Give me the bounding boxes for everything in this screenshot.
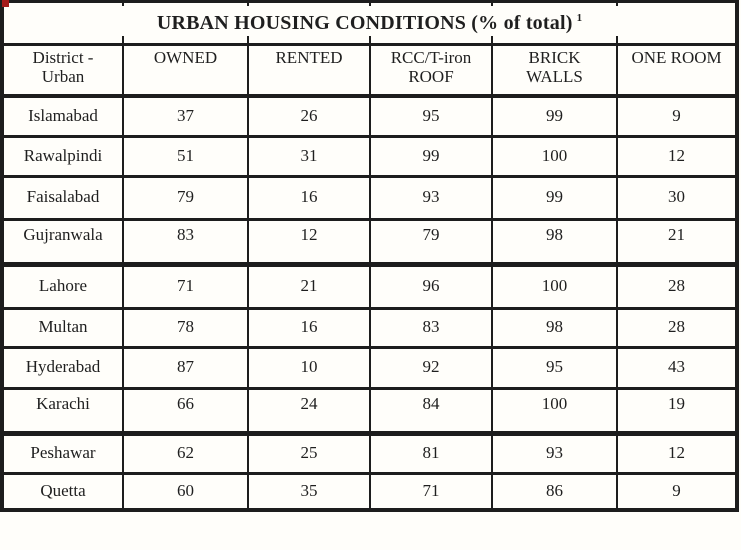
value-cell: 95	[369, 94, 493, 138]
value-cell: 37	[122, 94, 249, 138]
value-cell: 83	[369, 306, 493, 349]
value-cell: 10	[247, 345, 371, 390]
table-row: Rawalpindi 51 31 99 100 12	[1, 134, 739, 178]
table-row: Karachi 66 24 84 100 19	[1, 386, 739, 435]
value-cell: 35	[247, 471, 371, 512]
value-cell: 83	[122, 217, 249, 266]
value-cell: 86	[491, 471, 618, 512]
district-cell: Islamabad	[1, 94, 124, 138]
district-cell: Karachi	[1, 386, 124, 435]
table-row: Gujranwala 83 12 79 98 21	[1, 217, 739, 266]
value-cell: 78	[122, 306, 249, 349]
column-header-0: District - Urban	[1, 43, 124, 98]
district-cell: Hyderabad	[1, 345, 124, 390]
value-cell: 16	[247, 174, 371, 221]
value-cell: 92	[369, 345, 493, 390]
value-cell: 60	[122, 471, 249, 512]
value-cell: 30	[615, 174, 739, 221]
value-cell: 99	[491, 174, 618, 221]
table-row: Peshawar 62 25 81 93 12	[1, 430, 739, 475]
value-cell: 16	[247, 306, 371, 349]
column-line-stub	[122, 36, 124, 45]
value-cell: 100	[491, 386, 618, 435]
value-cell: 71	[122, 261, 249, 310]
value-cell: 21	[247, 261, 371, 310]
table-row: Hyderabad 87 10 92 95 43	[1, 345, 739, 390]
column-line-stub	[491, 36, 493, 45]
column-line-stub	[491, 0, 493, 6]
district-cell: Multan	[1, 306, 124, 349]
column-line-stub	[616, 0, 618, 6]
column-line-stub	[247, 0, 249, 6]
table-row: Multan 78 16 83 98 28	[1, 306, 739, 349]
column-line-stub	[369, 36, 371, 45]
value-cell: 66	[122, 386, 249, 435]
column-header-4: BRICK WALLS	[491, 43, 618, 98]
column-header-5: ONE ROOM	[615, 43, 739, 98]
value-cell: 87	[122, 345, 249, 390]
value-cell: 98	[491, 306, 618, 349]
district-cell: Rawalpindi	[1, 134, 124, 178]
value-cell: 79	[369, 217, 493, 266]
table-row: Faisalabad 79 16 93 99 30	[1, 174, 739, 221]
district-cell: Quetta	[1, 471, 124, 512]
urban-housing-conditions-table: URBAN HOUSING CONDITIONS (% of total) 1 D…	[0, 0, 740, 512]
value-cell: 25	[247, 430, 371, 475]
value-cell: 28	[615, 261, 739, 310]
column-header-3: RCC/T-iron ROOF	[369, 43, 493, 98]
value-cell: 12	[615, 430, 739, 475]
table-row: Lahore 71 21 96 100 28	[1, 261, 739, 310]
value-cell: 26	[247, 94, 371, 138]
table-body: Islamabad 37 26 95 99 9 Rawalpindi 51 31 99 100 12 F…	[1, 94, 739, 512]
column-line-stub	[616, 36, 618, 45]
value-cell: 96	[369, 261, 493, 310]
value-cell: 93	[491, 430, 618, 475]
table-head: URBAN HOUSING CONDITIONS (% of total) 1 D…	[0, 0, 739, 98]
column-header-2: RENTED	[247, 43, 371, 98]
table-row: Islamabad 37 26 95 99 9	[1, 94, 739, 138]
district-cell: Lahore	[1, 261, 124, 310]
value-cell: 12	[615, 134, 739, 178]
value-cell: 100	[491, 261, 618, 310]
district-cell: Faisalabad	[1, 174, 124, 221]
header-row: District - Urban OWNED RENTED RCC/T-iron ROOF…	[1, 43, 739, 98]
value-cell: 71	[369, 471, 493, 512]
title-superscript: 1	[576, 12, 583, 25]
value-cell: 19	[615, 386, 739, 435]
value-cell: 79	[122, 174, 249, 221]
value-cell: 31	[247, 134, 371, 178]
value-cell: 28	[615, 306, 739, 349]
value-cell: 93	[369, 174, 493, 221]
column-line-stub	[369, 0, 371, 6]
value-cell: 51	[122, 134, 249, 178]
district-cell: Gujranwala	[1, 217, 124, 266]
column-line-stub	[247, 36, 249, 45]
value-cell: 99	[369, 134, 493, 178]
title-text: URBAN HOUSING CONDITIONS (% of total)	[156, 12, 573, 34]
value-cell: 62	[122, 430, 249, 475]
value-cell: 24	[247, 386, 371, 435]
value-cell: 100	[491, 134, 618, 178]
value-cell: 84	[369, 386, 493, 435]
value-cell: 98	[491, 217, 618, 266]
value-cell: 99	[491, 94, 618, 138]
value-cell: 9	[615, 471, 739, 512]
value-cell: 9	[615, 94, 739, 138]
column-line-stub	[122, 0, 124, 6]
table-row: Quetta 60 35 71 86 9	[1, 471, 739, 512]
value-cell: 21	[615, 217, 739, 266]
red-corner-mark	[2, 0, 9, 7]
column-header-1: OWNED	[122, 43, 249, 98]
district-cell: Peshawar	[1, 430, 124, 475]
value-cell: 81	[369, 430, 493, 475]
value-cell: 43	[615, 345, 739, 390]
value-cell: 95	[491, 345, 618, 390]
value-cell: 12	[247, 217, 371, 266]
